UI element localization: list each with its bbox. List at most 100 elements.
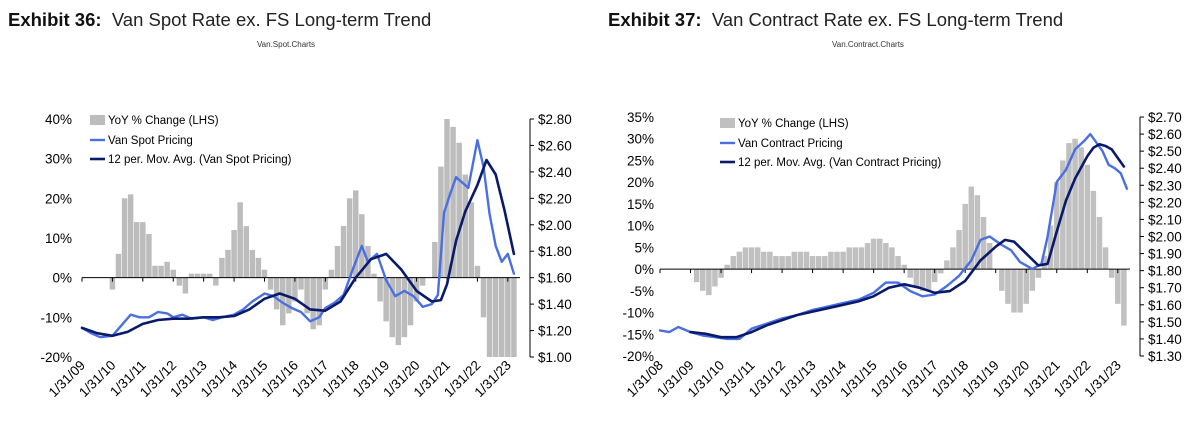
yoy-bar: [328, 269, 335, 278]
van-contract-chart: 35% 30% 25% 20% 15% 10% 5% 0% -5% -10% -15% -20% $2.…: [622, 110, 1182, 400]
yoy-bar: [803, 251, 810, 270]
yoy-bar: [267, 277, 274, 290]
left-axis-tick-label: -20%: [622, 349, 654, 364]
yoy-bar: [693, 269, 700, 283]
yoy-bar: [999, 269, 1005, 291]
moving-average-line: [80, 158, 516, 338]
right-axis-tick-label: $2.60: [1148, 127, 1182, 142]
yoy-bar: [1115, 269, 1121, 304]
left-axis-tick-label: 0%: [52, 271, 72, 286]
yoy-bar: [791, 251, 798, 270]
left-axis-tick-label: 15%: [627, 197, 654, 212]
exhibit-36-title: Exhibit 36: Van Spot Rate ex. FS Long-te…: [8, 9, 431, 31]
yoy-bar: [1072, 138, 1078, 270]
yoy-bar: [950, 247, 956, 270]
yoy-bar: [468, 202, 475, 278]
yoy-bar: [438, 166, 444, 278]
yoy-bar: [876, 238, 883, 270]
yoy-bar: [846, 247, 852, 270]
yoy-bar: [395, 277, 402, 346]
yoy-bar: [730, 256, 736, 270]
right-axis-tick-label: $2.20: [1148, 195, 1182, 210]
yoy-bar: [474, 265, 481, 278]
left-axis-tick-label: 35%: [627, 110, 654, 125]
yoy-bar: [980, 216, 987, 270]
yoy-bar: [1054, 182, 1060, 270]
yoy-bar: [456, 142, 462, 278]
yoy-bar: [767, 251, 773, 270]
exhibit-36-label: Exhibit 36:: [8, 9, 102, 30]
yoy-bar: [699, 269, 706, 291]
yoy-bar: [925, 269, 932, 291]
right-axis-tick-label: $2.00: [1148, 230, 1182, 245]
exhibit-37-panel: Exhibit 37: Van Contract Rate ex. FS Lon…: [600, 0, 1200, 422]
right-axis-tick-label: $1.70: [1148, 281, 1182, 296]
yoy-bar: [432, 241, 438, 278]
left-axis-tick-label: 30%: [45, 152, 72, 167]
yoy-bar: [962, 203, 968, 270]
yoy-bar: [1035, 269, 1042, 278]
yoy-bar: [736, 251, 743, 270]
left-axis-tick-label: -10%: [40, 310, 72, 325]
right-axis-tick-label: $1.90: [1148, 247, 1182, 262]
yoy-bar: [718, 269, 724, 278]
yoy-bar: [1011, 269, 1017, 313]
yoy-bar: [407, 277, 414, 326]
yoy-bar: [840, 251, 846, 270]
yoy-bar: [968, 186, 975, 270]
yoy-bar: [1108, 269, 1115, 278]
right-axis-tick-label: $2.30: [1148, 178, 1182, 193]
yoy-bar: [164, 261, 170, 278]
left-axis-tick-label: 10%: [627, 219, 654, 234]
yoy-bar: [261, 269, 268, 278]
yoy-bar: [1121, 269, 1127, 326]
yoy-bar: [200, 273, 207, 278]
left-axis-tick-label: 20%: [627, 175, 654, 190]
legend-label-yoy: YoY % Change (LHS): [738, 118, 849, 130]
yoy-bar: [346, 198, 353, 278]
yoy-bar: [1090, 190, 1097, 270]
yoy-bar: [809, 256, 816, 270]
yoy-bar: [1017, 269, 1023, 313]
yoy-bar: [340, 226, 347, 278]
exhibit-37-title-text: Van Contract Rate ex. FS Long-term Trend: [711, 9, 1064, 30]
left-axis-tick-label: -20%: [40, 350, 72, 365]
left-axis-tick-label: -10%: [622, 306, 654, 321]
pricing-series-line: [80, 138, 516, 339]
yoy-bar: [499, 277, 505, 357]
right-axis-tick-label: $2.40: [538, 165, 572, 180]
yoy-bar: [389, 277, 395, 338]
yoy-bar: [748, 247, 755, 270]
right-axis-tick-label: $2.40: [1148, 161, 1182, 176]
yoy-bar: [383, 277, 389, 322]
yoy-bar: [706, 269, 712, 296]
yoy-bar: [304, 277, 310, 314]
right-axis-tick-label: $2.50: [1148, 144, 1182, 159]
legend-label-moving-average: 12 per. Mov. Avg. (Van Contract Pricing): [738, 157, 941, 169]
yoy-bar: [419, 277, 426, 286]
left-axis-tick-label: 30%: [627, 132, 654, 147]
yoy-bar: [152, 265, 158, 278]
yoy-bar: [121, 198, 128, 278]
yoy-bar: [243, 226, 249, 278]
yoy-bar: [505, 277, 511, 357]
yoy-bar: [486, 277, 493, 357]
yoy-bar: [822, 256, 828, 270]
yoy-bar: [213, 277, 219, 286]
yoy-bar: [895, 256, 901, 270]
exhibit-36-title-text: Van Spot Rate ex. FS Long-term Trend: [111, 9, 432, 30]
yoy-bar: [907, 269, 914, 278]
left-axis-tick-label: 20%: [45, 191, 72, 206]
yoy-bar: [292, 277, 298, 302]
yoy-bar: [828, 251, 834, 270]
right-axis-tick-label: $1.30: [1148, 349, 1182, 364]
yoy-bar: [401, 277, 408, 338]
left-axis-tick-label: 10%: [45, 231, 72, 246]
yoy-bar: [779, 256, 785, 270]
yoy-bar: [134, 222, 140, 278]
right-axis-tick-label: $2.70: [1148, 110, 1182, 125]
yoy-bar: [207, 273, 213, 278]
yoy-bar: [255, 257, 262, 278]
left-axis-tick-label: -15%: [622, 327, 654, 342]
yoy-bar: [834, 251, 840, 270]
